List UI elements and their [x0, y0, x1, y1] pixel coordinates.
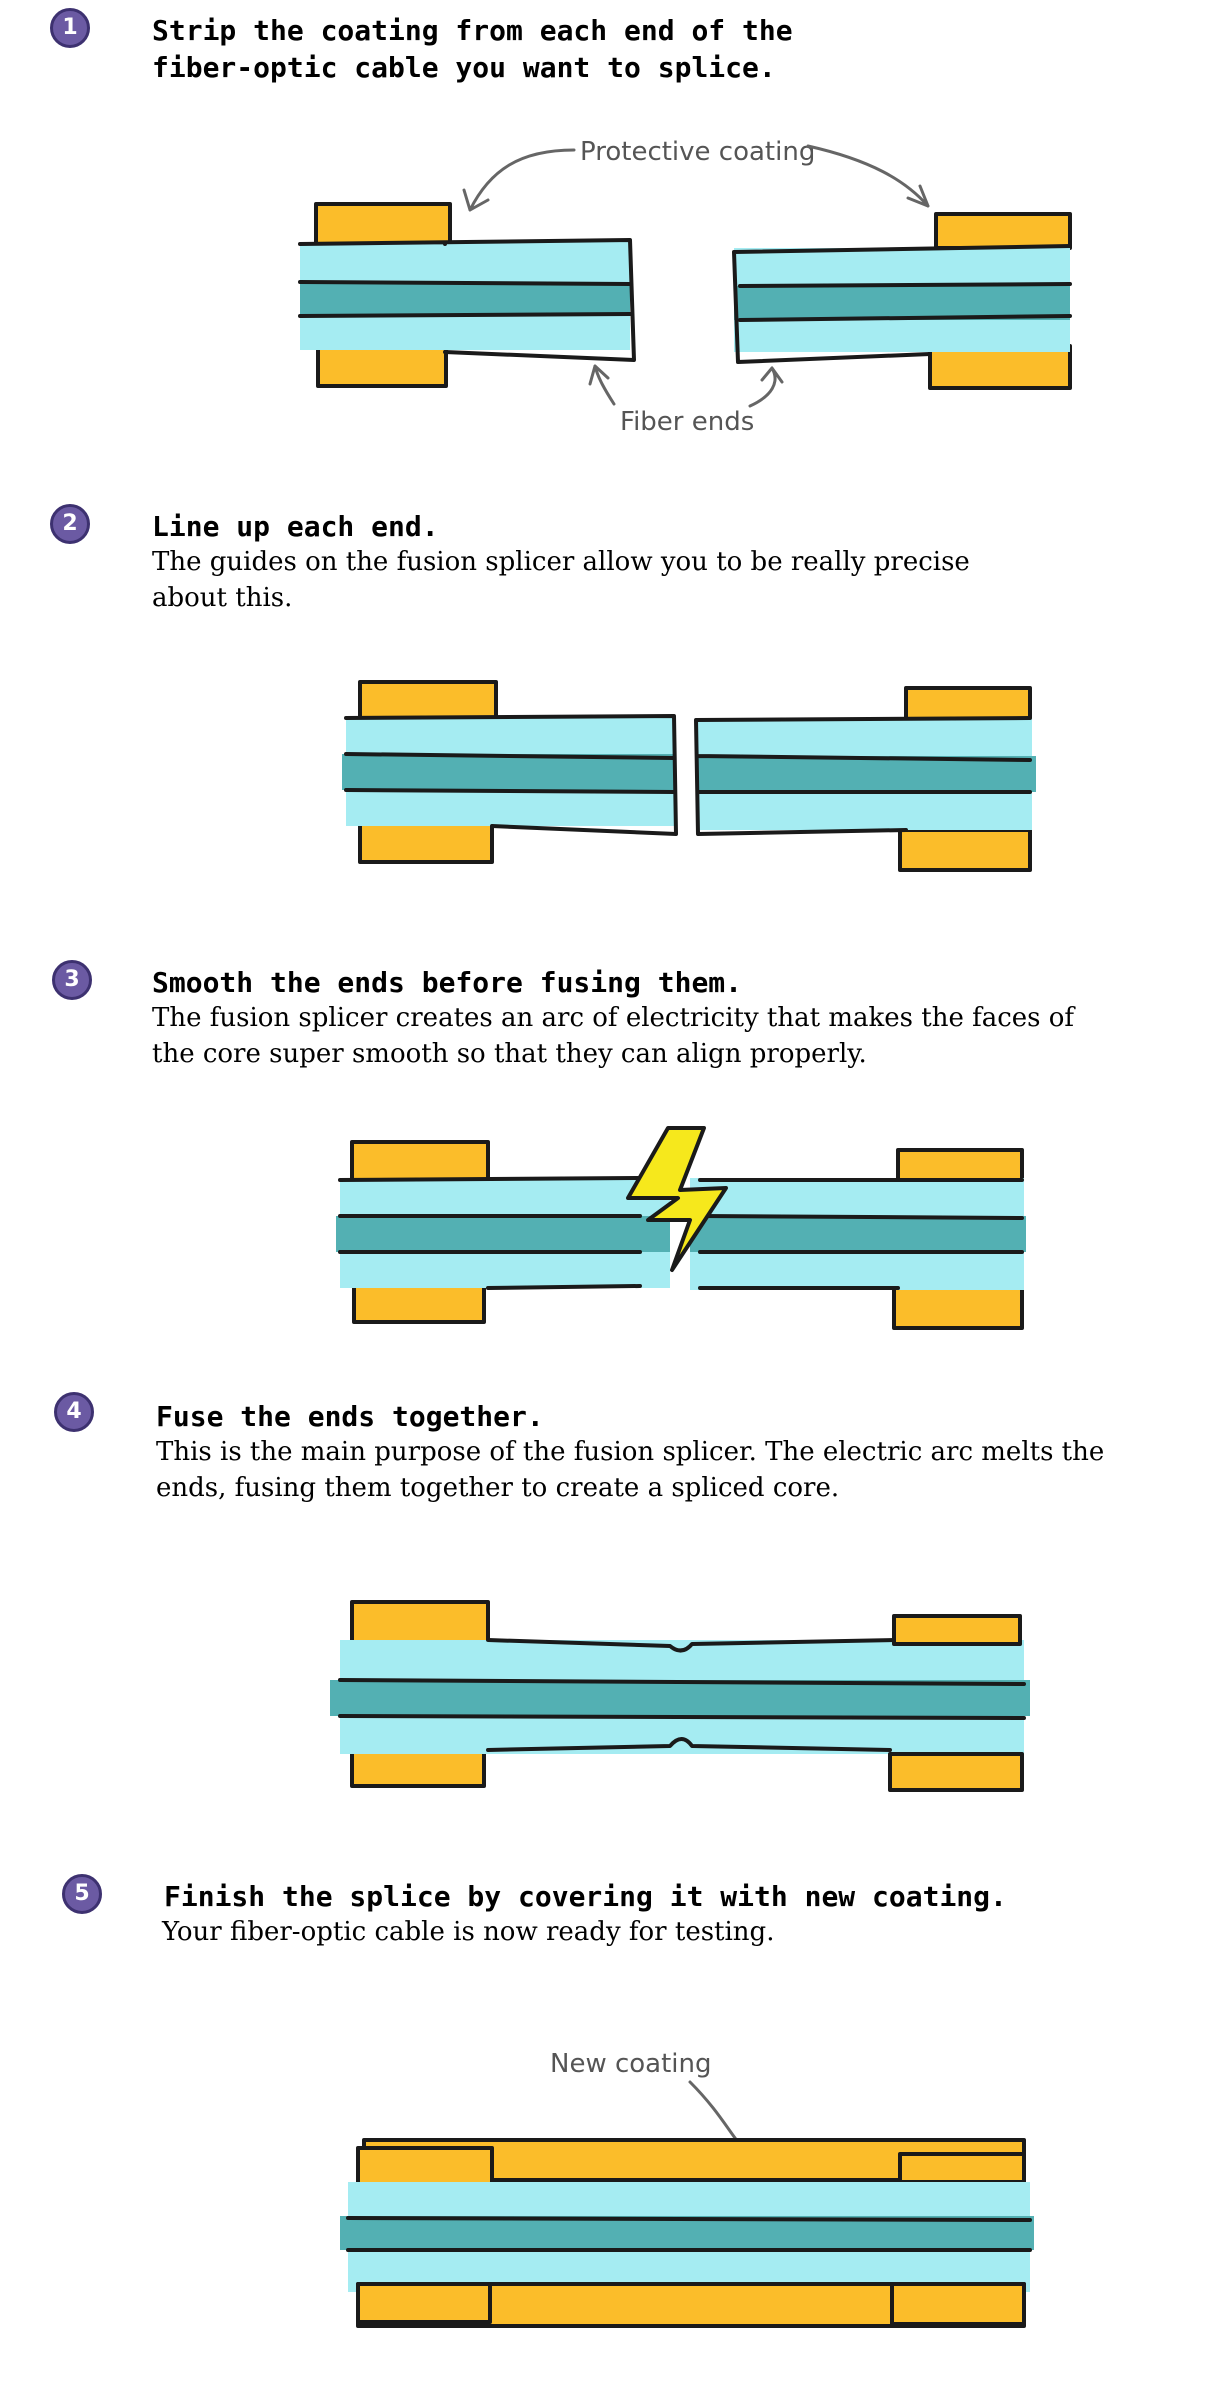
step-5: 5 Finish the splice by covering it with … [0, 1872, 1210, 2403]
fiber-ends-label: Fiber ends [620, 407, 754, 437]
step-description-line-1: This is the main purpose of the fusion s… [156, 1437, 1105, 1467]
step-number-badge: 2 [50, 504, 90, 544]
step-number-badge: 4 [54, 1392, 94, 1432]
core-right [734, 286, 1070, 320]
step-heading-line-2: fiber-optic cable you want to splice. [152, 51, 776, 84]
step-heading: Line up each end. [152, 508, 439, 545]
protective-coating-left-bottom [350, 1748, 486, 1788]
step-number-badge: 5 [62, 1874, 102, 1914]
step-heading-line-1: Line up each end. [152, 510, 439, 543]
step-heading: Smooth the ends before fusing them. [152, 964, 742, 1001]
arrow-to-left-end [588, 364, 616, 406]
protective-coating-left-bottom [358, 820, 494, 864]
protective-coating-right-top [896, 1148, 1024, 1184]
step-description: Your fiber-optic cable is now ready for … [162, 1914, 774, 1950]
electric-arc-spark-icon [626, 1126, 728, 1272]
step-heading-line-1: Finish the splice by covering it with ne… [164, 1880, 1007, 1913]
step-description-line-2: ends, fusing them together to create a s… [156, 1473, 840, 1503]
arrow-to-left-coating [462, 148, 576, 212]
protective-coating-right-bottom [892, 1286, 1024, 1330]
protective-coating-right-bottom [928, 344, 1072, 390]
step-3: 3 Smooth the ends before fusing them. Th… [0, 958, 1210, 1358]
protective-coating-right-top [904, 686, 1032, 722]
protective-coating-left-top [350, 1140, 490, 1184]
step-heading-line-1: Smooth the ends before fusing them. [152, 966, 743, 999]
diagram-new-coating: New coating [340, 2049, 1034, 2328]
protective-coating-label: Protective coating [580, 137, 815, 167]
step-number-badge: 1 [50, 8, 90, 48]
protective-coating-left-top [350, 1600, 490, 1644]
step-description-line-1: Your fiber-optic cable is now ready for … [162, 1917, 775, 1947]
step-heading: Strip the coating from each end of the f… [152, 12, 793, 86]
core-left [342, 754, 676, 790]
step-heading-line-1: Fuse the ends together. [156, 1400, 544, 1433]
step-description-line-1: The fusion splicer creates an arc of ele… [152, 1003, 1075, 1033]
protective-coating-right-top [892, 1614, 1022, 1646]
core-right [696, 756, 1036, 792]
step-2: 2 Line up each end. The guides on the fu… [0, 500, 1210, 900]
step-4: 4 Fuse the ends together. This is the ma… [0, 1390, 1210, 1810]
diagram-aligned-ends [342, 680, 1036, 872]
step-description-line-2: about this. [152, 583, 293, 613]
protective-coating-right-bottom [898, 828, 1032, 872]
protective-coating-left-top [358, 680, 498, 722]
step-number-badge: 3 [52, 960, 92, 1000]
step-description-line-2: the core super smooth so that they can a… [152, 1039, 867, 1069]
step-heading: Finish the splice by covering it with ne… [164, 1878, 1007, 1915]
step-description-line-1: The guides on the fusion splicer allow y… [152, 547, 970, 577]
core-left [300, 282, 630, 316]
new-coating-label: New coating [550, 2049, 712, 2079]
diagram-stripped-fiber: Protective coating Fiber ends [298, 137, 1072, 437]
step-heading: Fuse the ends together. [156, 1398, 544, 1435]
protective-coating-right-bottom [888, 1752, 1024, 1792]
arrow-to-right-end [748, 366, 784, 408]
core-right [690, 1216, 1026, 1252]
protective-coating-left-bottom [352, 1282, 486, 1324]
diagram-arc-smoothing [336, 1126, 1026, 1330]
protective-coating-left-bottom [316, 342, 448, 388]
diagram-fused-core [330, 1600, 1030, 1792]
protective-coating-right-top [898, 2152, 1026, 2184]
step-description: The guides on the fusion splicer allow y… [152, 544, 970, 616]
protective-coating-left-top [356, 2146, 494, 2190]
step-heading-line-1: Strip the coating from each end of the [152, 14, 793, 47]
step-1: 1 Strip the coating from each end of the… [0, 0, 1210, 480]
step-description: The fusion splicer creates an arc of ele… [152, 1000, 1074, 1072]
core-left [336, 1216, 670, 1252]
protective-coating-right-top [934, 212, 1072, 250]
step-description: This is the main purpose of the fusion s… [156, 1434, 1104, 1506]
arrow-to-right-coating [806, 144, 930, 208]
protective-coating-right-bottom [890, 2282, 1026, 2326]
protective-coating-left-bottom [356, 2282, 492, 2324]
protective-coating-left-top [314, 202, 452, 246]
core-fused [330, 1680, 1030, 1716]
